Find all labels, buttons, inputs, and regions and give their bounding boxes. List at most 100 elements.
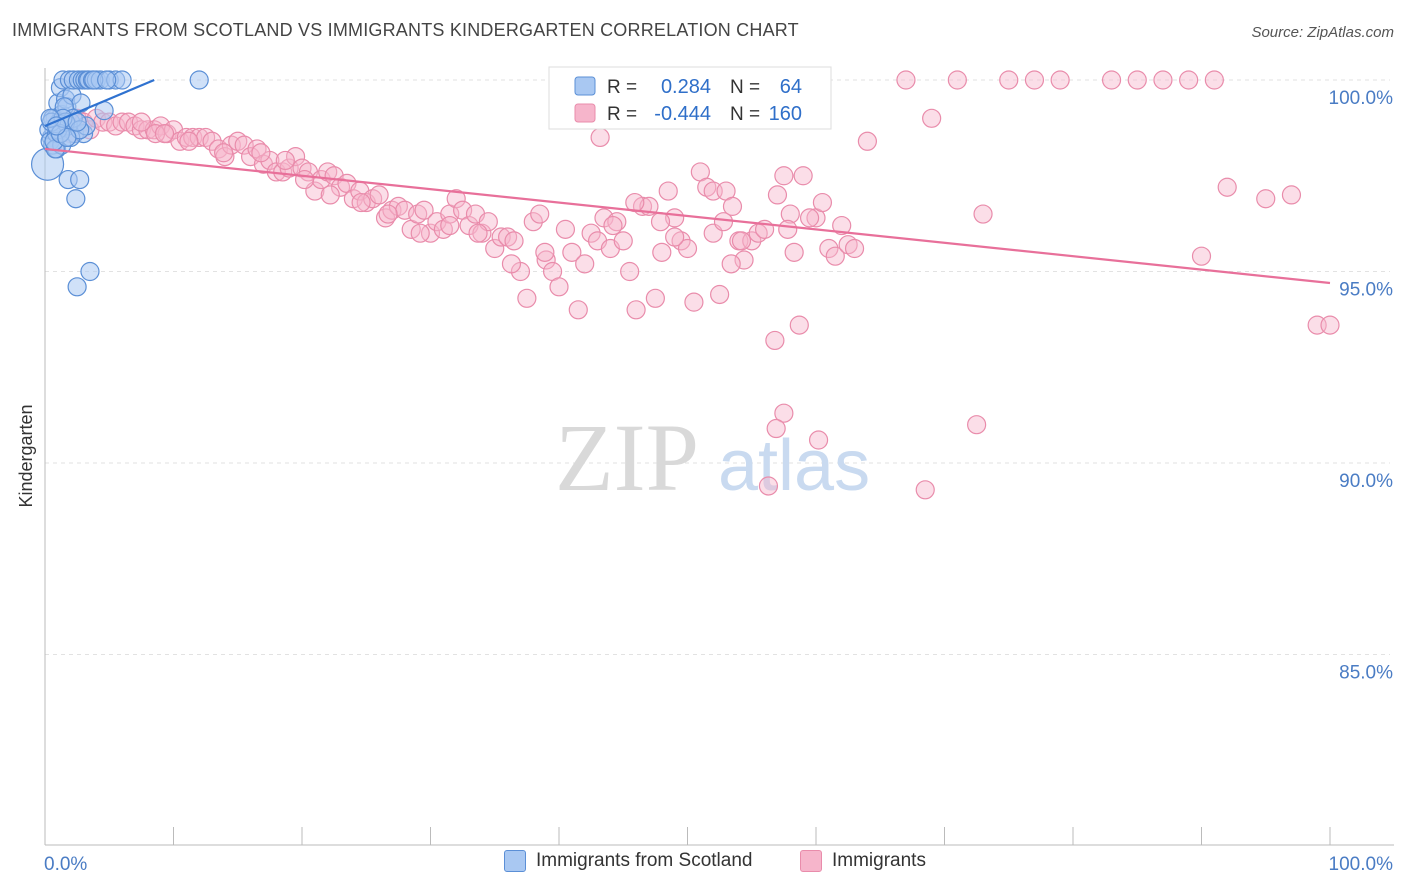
immigrants-point-57 xyxy=(420,223,441,243)
legend-swatch-blue xyxy=(574,76,596,96)
immigrants-point-115 xyxy=(819,238,839,259)
immigrants-point-130 xyxy=(378,204,398,224)
immigrants-point-78 xyxy=(555,219,576,239)
immigrants-point-102 xyxy=(710,284,730,305)
immigrants-point-170 xyxy=(1320,315,1340,335)
immigrants-point-120 xyxy=(131,112,151,132)
immigrants-point-144 xyxy=(896,70,916,90)
immigrants-point-89 xyxy=(626,300,646,320)
immigrants-point-127 xyxy=(294,169,315,190)
immigrants-point-81 xyxy=(575,254,595,274)
immigrants-point-129 xyxy=(351,192,371,213)
immigrants-point-74 xyxy=(530,204,550,224)
tick-labels: 100.0% 95.0% 90.0% 85.0% 0.0% 100.0% xyxy=(44,88,1393,875)
immigrants-point-36 xyxy=(285,147,306,167)
immigrants-point-172 xyxy=(590,127,610,148)
immigrants-point-143 xyxy=(857,131,878,151)
immigrants-point-146 xyxy=(947,70,967,90)
legend-swatch-pink xyxy=(574,103,596,123)
immigrants-point-112 xyxy=(793,166,813,186)
series-legend: Immigrants from Scotland Immigrants xyxy=(0,850,1406,880)
series-immigrants-points xyxy=(54,70,1340,500)
immigrants-point-147 xyxy=(973,204,993,224)
immigrants-point-80 xyxy=(568,300,588,320)
y-tick-label-0: 100.0% xyxy=(1329,88,1394,109)
scotland-point-63 xyxy=(46,116,67,136)
immigrants-point-165 xyxy=(915,480,935,500)
immigrants-point-93 xyxy=(652,242,672,262)
immigrants-point-21 xyxy=(189,127,209,148)
legend-n-label-1: N = xyxy=(730,77,760,98)
legend-r-label-2: R = xyxy=(607,104,637,125)
immigrants-point-28 xyxy=(234,135,254,155)
scotland-trend-line xyxy=(44,78,155,127)
axes xyxy=(44,68,1394,846)
scotland-point-21 xyxy=(67,277,87,297)
immigrants-point-86 xyxy=(607,212,627,232)
immigrants-point-106 xyxy=(742,231,762,251)
immigrants-point-61 xyxy=(446,189,466,209)
immigrants-point-141 xyxy=(778,219,798,239)
immigrants-point-142 xyxy=(799,208,820,228)
immigrants-point-117 xyxy=(832,215,852,236)
immigrants-point-126 xyxy=(275,150,295,171)
legend-label-immigrants: Immigrants xyxy=(832,850,926,871)
immigrants-point-176 xyxy=(784,242,804,262)
legend-swatch-immigrants xyxy=(800,850,822,872)
immigrants-point-173 xyxy=(650,212,671,232)
immigrants-point-138 xyxy=(665,227,685,247)
immigrants-point-136 xyxy=(603,215,623,236)
immigrants-point-124 xyxy=(214,143,234,163)
watermark-atlas: atlas xyxy=(718,426,870,506)
immigrants-point-87 xyxy=(613,231,633,251)
immigrants-point-72 xyxy=(517,288,537,308)
immigrants-point-49 xyxy=(369,185,389,205)
immigrants-point-128 xyxy=(320,185,340,205)
watermark: ZIP atlas xyxy=(555,404,870,511)
immigrants-point-152 xyxy=(1127,70,1147,90)
immigrants-point-133 xyxy=(468,223,488,243)
immigrants-point-135 xyxy=(535,242,555,262)
legend-item-scotland: Immigrants from Scotland xyxy=(504,850,752,872)
immigrants-point-151 xyxy=(1101,70,1122,90)
immigrants-point-116 xyxy=(825,246,845,266)
x-tick-label-0: 0.0% xyxy=(44,854,87,875)
immigrants-point-131 xyxy=(410,223,430,243)
y-tick-label-1: 95.0% xyxy=(1339,280,1393,301)
immigrants-point-157 xyxy=(1217,177,1237,197)
immigrants-point-77 xyxy=(549,277,569,297)
immigrants-point-79 xyxy=(562,242,582,262)
immigrants-point-132 xyxy=(440,215,460,236)
gridlines xyxy=(45,79,1390,655)
immigrants-point-68 xyxy=(491,227,511,247)
immigrants-point-70 xyxy=(504,231,524,251)
immigrants-point-97 xyxy=(677,238,698,259)
legend-swatch-scotland xyxy=(504,850,526,872)
immigrants-point-98 xyxy=(684,292,704,312)
immigrants-point-24 xyxy=(208,139,229,159)
chart-title: IMMIGRANTS FROM SCOTLAND VS IMMIGRANTS K… xyxy=(12,20,799,40)
immigrants-point-148 xyxy=(999,70,1019,90)
immigrants-point-153 xyxy=(1153,70,1173,90)
immigrants-point-88 xyxy=(620,261,640,282)
immigrants-point-111 xyxy=(780,204,800,224)
immigrants-point-164 xyxy=(789,315,809,335)
immigrants-point-163 xyxy=(808,430,829,450)
immigrants-point-9 xyxy=(112,112,132,132)
immigrants-point-155 xyxy=(1204,70,1224,90)
scotland-point-55 xyxy=(97,70,117,90)
immigrants-point-73 xyxy=(523,212,543,232)
scotland-point-31 xyxy=(80,261,100,282)
immigrants-point-125 xyxy=(251,143,271,163)
series-scotland-points xyxy=(30,70,209,297)
immigrants-point-92 xyxy=(645,288,665,308)
stats-legend: R = 0.284 N = 64 R = -0.444 N = 160 xyxy=(548,66,832,130)
immigrants-point-175 xyxy=(713,212,734,232)
immigrants-point-140 xyxy=(731,231,752,251)
immigrants-point-145 xyxy=(922,108,942,128)
immigrants-point-56 xyxy=(414,200,434,220)
immigrants-point-67 xyxy=(485,238,505,259)
legend-n-value-2: 160 xyxy=(769,103,802,125)
immigrants-point-110 xyxy=(774,166,794,186)
